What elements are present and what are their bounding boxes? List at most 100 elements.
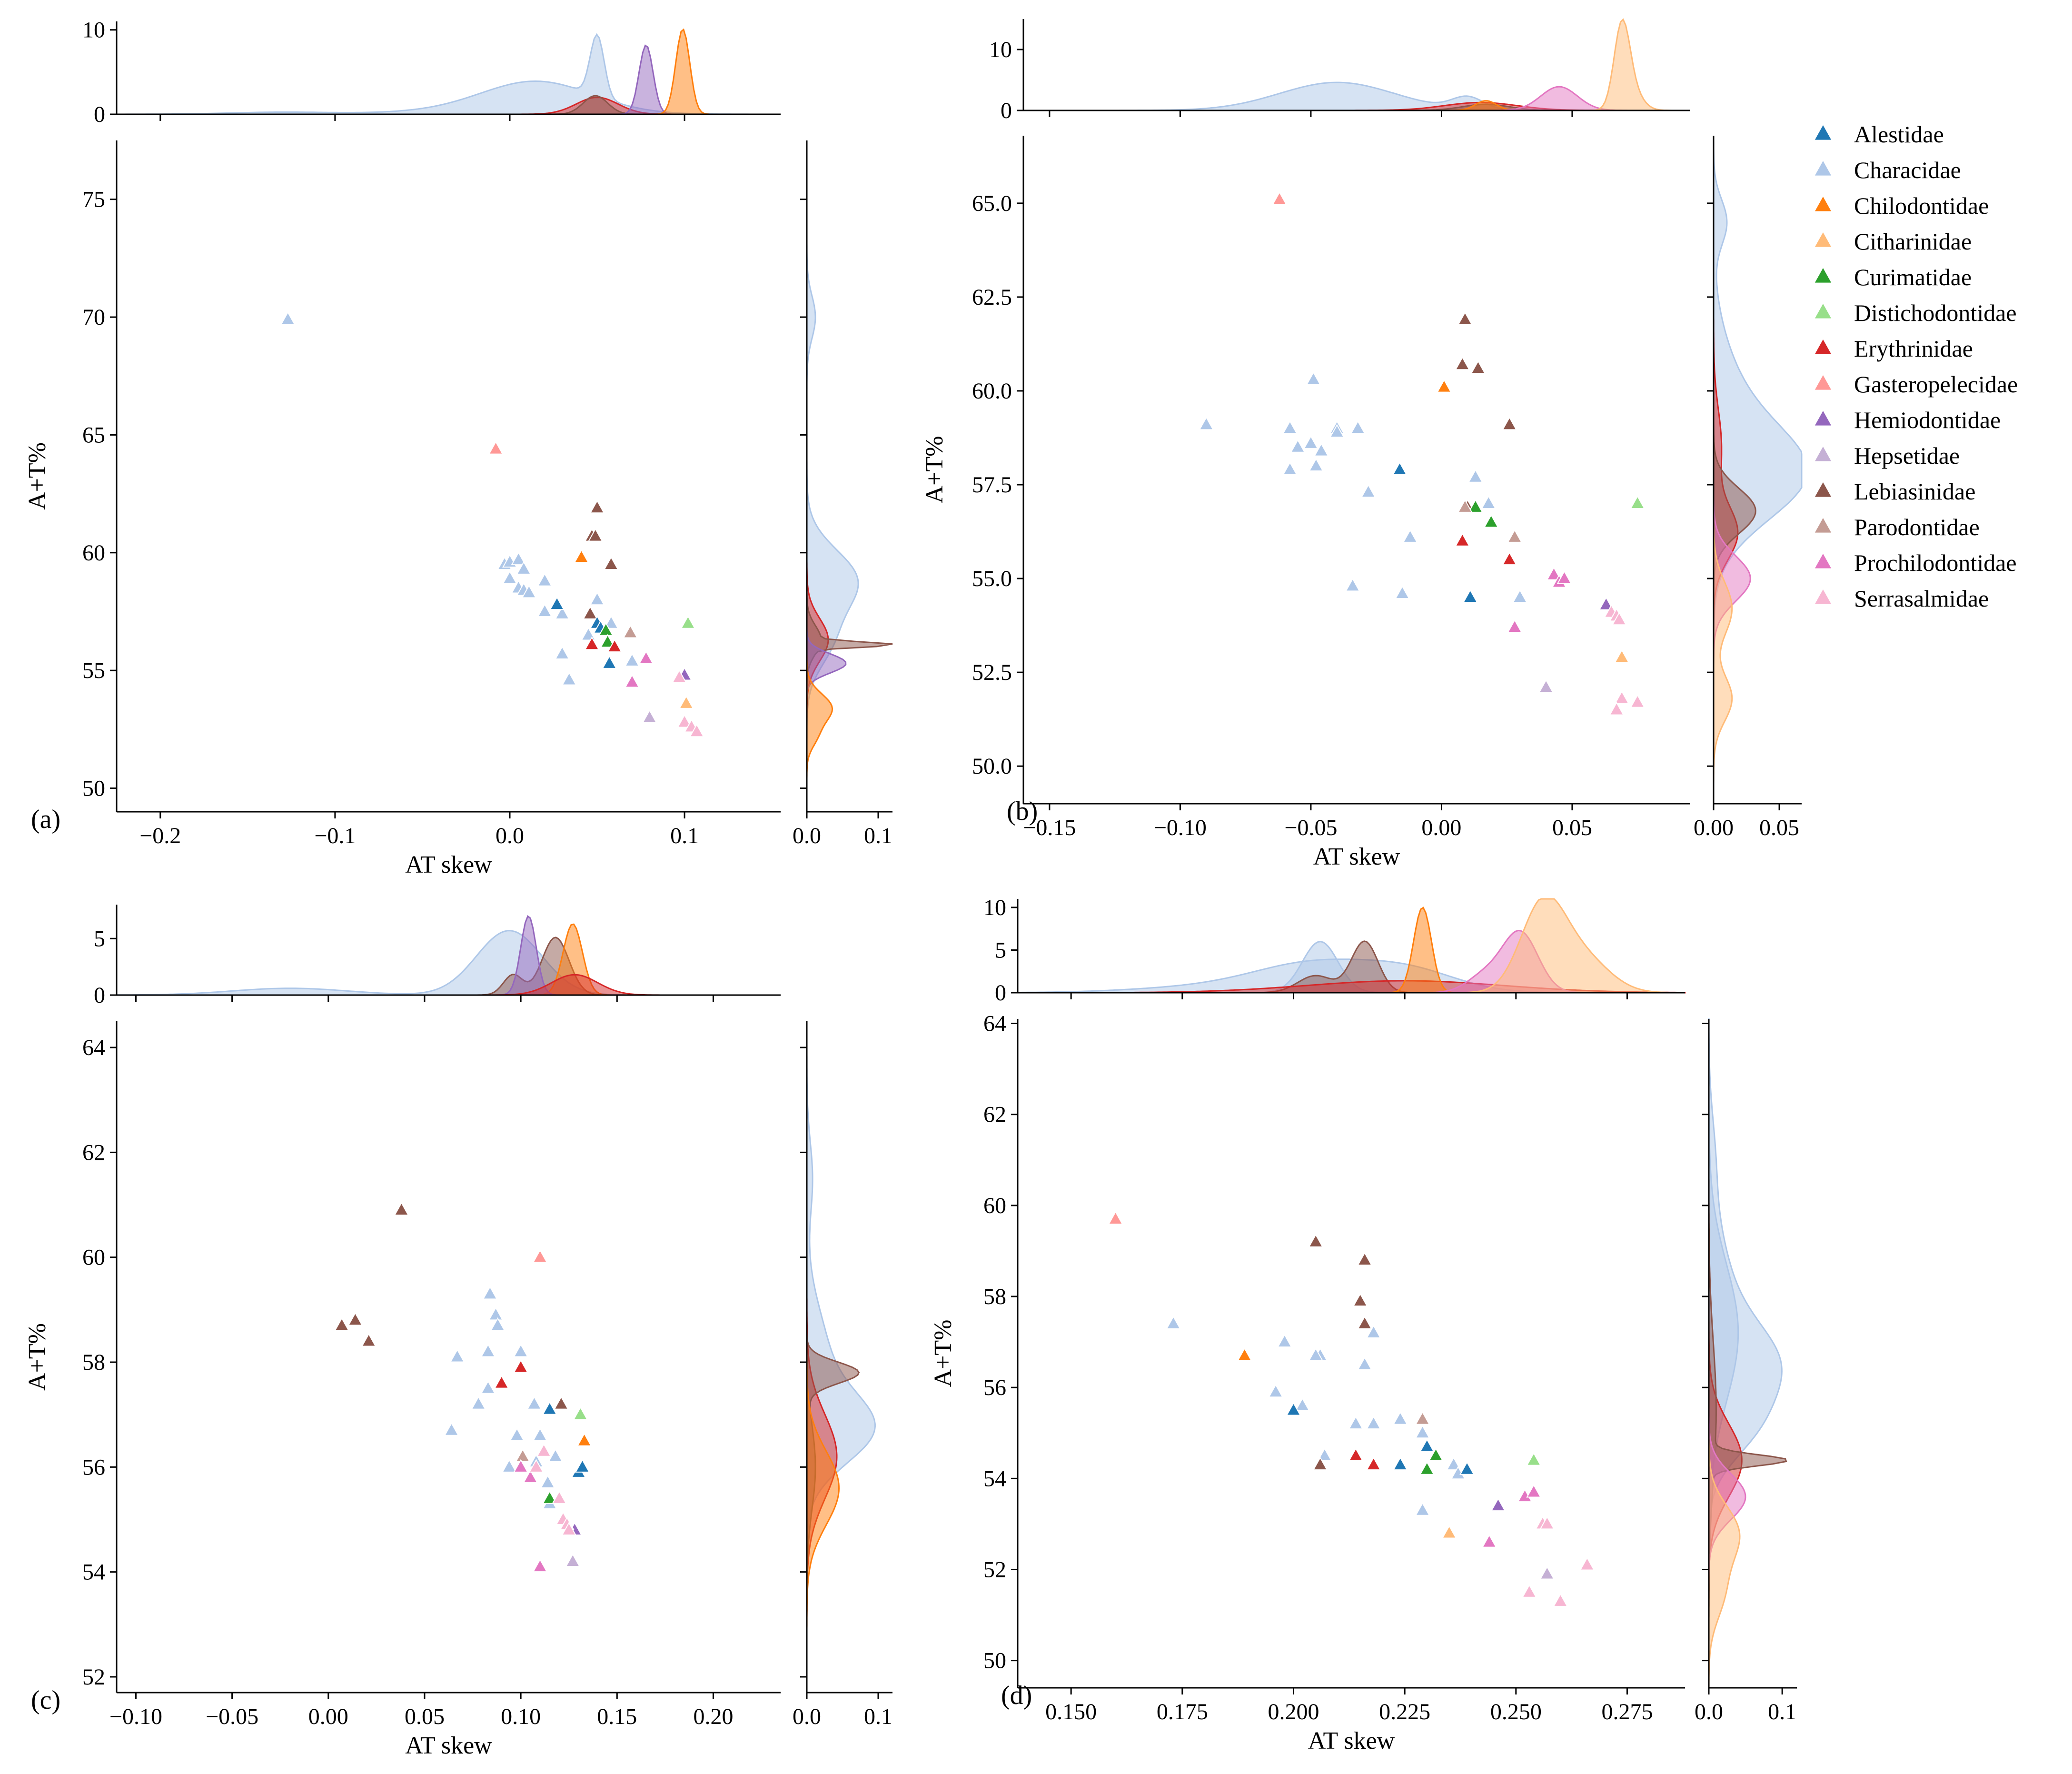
point-characidae — [1199, 416, 1214, 430]
point-prochilodontidae — [1546, 567, 1562, 580]
top-y-tick-label: 0 — [1001, 98, 1012, 123]
point-characidae — [511, 551, 526, 566]
main-axes: −0.2 −0.1 0.0 0.1 50 55 60 65 70 75 AT skew A+T% (a) — [24, 140, 781, 878]
point-curimatidae — [1428, 1447, 1444, 1462]
legend-marker — [1814, 589, 1832, 604]
legend-label: Chilodontidae — [1854, 192, 1989, 219]
legend-marker — [1814, 411, 1832, 426]
point-prochilodontidae — [532, 1558, 548, 1573]
point-hepsetidae — [642, 709, 657, 723]
point-chilodontidae — [1237, 1347, 1252, 1361]
legend-label: Serrasalmidae — [1854, 585, 1989, 612]
y-tick-label: 55 — [82, 658, 105, 683]
main-axes: 0.150 0.175 0.200 0.225 0.250 0.275 50 52 54 56 58… — [930, 1011, 1685, 1754]
point-characidae — [1306, 371, 1321, 385]
x-tick-label: −0.10 — [109, 1704, 162, 1729]
y-tick-label: 62.5 — [972, 285, 1012, 310]
x-axis-title: AT skew — [405, 851, 492, 878]
y-tick-label: 60 — [82, 1245, 105, 1270]
point-serrasalmidae — [677, 714, 693, 728]
x-tick-label: −0.10 — [1154, 815, 1207, 840]
point-lebiasinidae — [1470, 360, 1486, 374]
x-tick-label: 0.0 — [496, 823, 524, 848]
point-prochilodontidae — [625, 674, 640, 688]
point-characidae — [1446, 1456, 1461, 1471]
point-characidae — [1402, 529, 1418, 543]
point-alestidae — [1392, 1456, 1408, 1471]
point-erythrinidae — [1348, 1447, 1364, 1462]
y-tick-label: 62 — [983, 1102, 1006, 1127]
scatter-points — [334, 1202, 592, 1573]
right-x-tick-label: 0.1 — [864, 1704, 892, 1729]
x-tick-label: 0.150 — [1045, 1699, 1097, 1724]
point-characidae — [1350, 420, 1366, 434]
legend-marker — [1814, 339, 1832, 354]
x-tick-label: −0.05 — [1284, 815, 1337, 840]
top-y-tick-label: 10 — [989, 37, 1012, 62]
panel-b: 0 10 0.00 0.05 −0.15 −0.10 −0.05 0.00 0.05 50.0 52… — [921, 18, 1803, 870]
panel-c: 050.0 0.1−0.10 −0.05 0.00 0.05 0.10 0.15 0.2052… — [24, 905, 892, 1759]
legend: Alestidae Characidae Chilodontidae Citharin… — [1814, 121, 2018, 612]
point-characidae — [480, 1343, 496, 1357]
y-tick-label: 65 — [82, 422, 105, 448]
point-alestidae — [575, 1459, 590, 1473]
y-tick-label: 52.5 — [972, 660, 1012, 685]
point-characidae — [1348, 1415, 1364, 1430]
legend-label: Citharinidae — [1854, 228, 1972, 255]
point-parodontidae — [623, 624, 638, 638]
point-characidae — [449, 1348, 465, 1363]
point-curimatidae — [600, 634, 615, 648]
legend-label: Hemiodontidae — [1854, 407, 2001, 433]
x-tick-label: 0.00 — [308, 1704, 348, 1729]
point-characidae — [537, 573, 553, 587]
legend-item: Characidae — [1814, 157, 1961, 183]
point-characidae — [1166, 1316, 1181, 1329]
right-x-tick-label: 0.0 — [1695, 1699, 1723, 1724]
y-tick-label: 50 — [983, 1648, 1006, 1674]
legend-marker — [1814, 447, 1832, 461]
y-tick-label: 62 — [82, 1140, 105, 1165]
y-axis-title: A+T% — [930, 1320, 957, 1387]
point-characidae — [516, 561, 532, 575]
point-serrasalmidae — [672, 669, 687, 683]
point-citharinidae — [1614, 649, 1630, 663]
point-characidae — [501, 1459, 517, 1473]
point-characidae — [589, 591, 605, 606]
y-axis-title: A+T% — [24, 442, 51, 510]
point-alestidae — [1462, 589, 1478, 603]
point-prochilodontidae — [1481, 1534, 1497, 1548]
top-y-tick-label: 10 — [983, 895, 1006, 920]
panel-d: 0 5 10 0.0 0.1 0.150 0.175 0.200 0.225 0.250 0.275… — [930, 895, 1797, 1754]
legend-marker — [1814, 304, 1832, 319]
point-characidae — [526, 1396, 542, 1410]
point-lebiasinidae — [1357, 1316, 1372, 1329]
point-characidae — [1308, 1347, 1324, 1361]
point-characidae — [1415, 1502, 1430, 1516]
x-tick-label: 0.1 — [670, 823, 699, 848]
x-tick-label: 0.05 — [405, 1704, 445, 1729]
point-parodontidae — [1507, 529, 1523, 543]
y-tick-label: 58 — [82, 1350, 105, 1375]
point-characidae — [547, 1448, 563, 1462]
legend-marker — [1814, 125, 1832, 140]
top-y-tick-label: 0 — [94, 983, 105, 1008]
y-tick-label: 64 — [82, 1035, 105, 1060]
y-tick-label: 60 — [82, 540, 105, 566]
point-lebiasinidae — [1502, 416, 1517, 430]
point-chilodontidae — [1436, 379, 1452, 393]
point-serrasalmidae — [1579, 1556, 1595, 1571]
legend-item: Distichodontidae — [1814, 299, 2017, 326]
panel-label: (c) — [31, 1685, 60, 1715]
point-serrasalmidae — [689, 723, 704, 738]
point-serrasalmidae — [1614, 690, 1630, 704]
scatter-points — [280, 311, 704, 738]
point-characidae — [1317, 1447, 1332, 1462]
legend-marker — [1814, 518, 1832, 533]
point-distichodontidae — [573, 1406, 588, 1420]
point-curimatidae — [1483, 514, 1499, 528]
point-hepsetidae — [1539, 1566, 1555, 1580]
point-characidae — [444, 1422, 459, 1436]
legend-marker — [1814, 375, 1832, 390]
right-x-tick-label: 0.0 — [793, 1704, 821, 1729]
